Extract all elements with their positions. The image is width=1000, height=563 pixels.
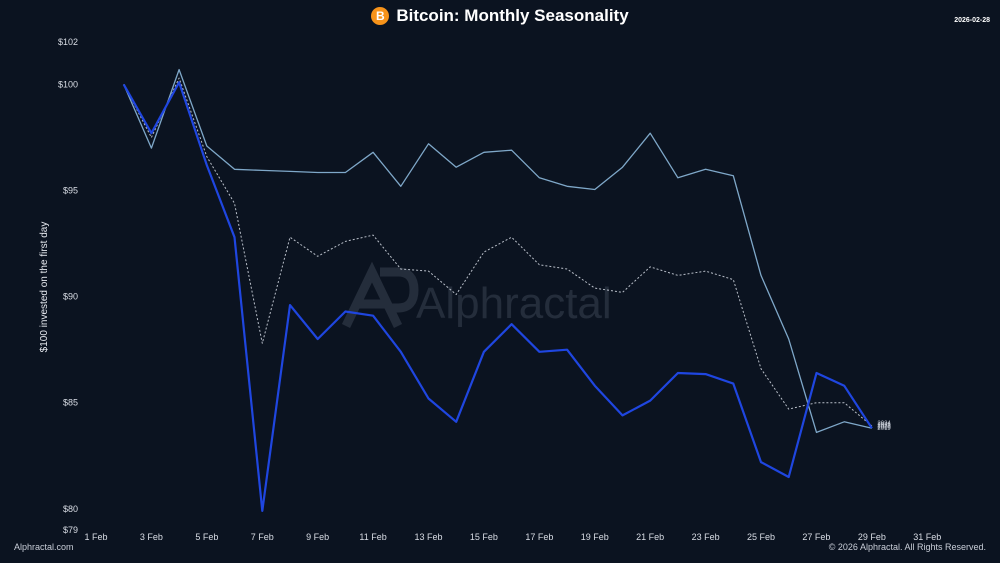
y-axis: $79 $80 $85 $90 $95 $100 $102	[58, 37, 78, 535]
x-tick-label: 31 Feb	[913, 532, 941, 542]
series-end-label: 2026	[877, 425, 891, 431]
x-tick-label: 19 Feb	[581, 532, 609, 542]
y-tick-label: $102	[58, 37, 78, 47]
watermark-logo-icon	[341, 261, 419, 328]
x-tick-label: 21 Feb	[636, 532, 664, 542]
y-tick-label: $79	[63, 525, 78, 535]
y-tick-label: $95	[63, 186, 78, 196]
series-end-label: 2024	[877, 421, 891, 427]
x-tick-label: 13 Feb	[415, 532, 443, 542]
alphractal-watermark: Alphractal	[341, 261, 612, 328]
series-end-label: 2025	[877, 422, 891, 428]
x-tick-label: 25 Feb	[747, 532, 775, 542]
x-tick-label: 5 Feb	[195, 532, 218, 542]
x-tick-label: 3 Feb	[140, 532, 163, 542]
x-tick-label: 27 Feb	[802, 532, 830, 542]
x-axis: 1 Feb 3 Feb 5 Feb 7 Feb 9 Feb 11 Feb 13 Feb 15 …	[84, 532, 941, 542]
chart-date: 2026-02-28	[954, 17, 990, 24]
x-tick-label: 11 Feb	[359, 532, 386, 542]
y-axis-label: $100 invested on the first day	[39, 222, 50, 353]
bitcoin-logo-icon: B	[371, 7, 390, 25]
series-end-label: 2023	[877, 423, 891, 429]
series-line	[123, 68, 873, 434]
y-tick-label: $85	[63, 398, 78, 408]
y-tick-label: $90	[63, 292, 78, 302]
x-tick-label: 1 Feb	[84, 532, 107, 542]
chart-header: B Bitcoin: Monthly Seasonality	[0, 6, 1000, 26]
x-tick-label: 7 Feb	[251, 532, 274, 542]
x-tick-label: 29 Feb	[858, 532, 886, 542]
x-tick-label: 15 Feb	[470, 532, 498, 542]
y-tick-label: $80	[63, 504, 78, 514]
series-end-label: 2019	[877, 426, 891, 432]
page-title: Bitcoin: Monthly Seasonality	[396, 6, 629, 25]
series-lines	[122, 68, 873, 512]
watermark-text: Alphractal	[416, 279, 612, 328]
footer-copyright: © 2026 Alphractal. All Rights Reserved.	[828, 542, 986, 552]
footer-site[interactable]: Alphractal.com	[14, 542, 74, 552]
series-line	[123, 77, 873, 427]
series-line	[122, 81, 873, 512]
x-tick-label: 9 Feb	[306, 532, 329, 542]
x-tick-label: 23 Feb	[692, 532, 720, 542]
x-tick-label: 17 Feb	[525, 532, 553, 542]
y-tick-label: $100	[58, 79, 78, 89]
